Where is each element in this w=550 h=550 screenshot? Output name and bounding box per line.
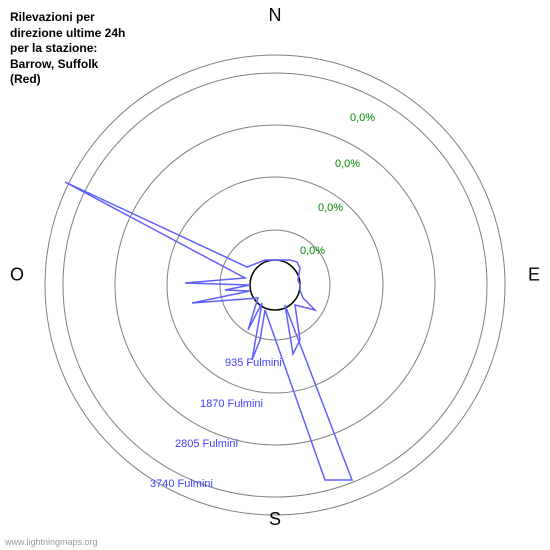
blue-ring-label: 2805 Fulmini (175, 438, 238, 450)
cardinal-o: O (10, 265, 24, 286)
green-ring-label: 0,0% (335, 158, 360, 170)
green-ring-label: 0,0% (318, 202, 343, 214)
cardinal-s: S (269, 509, 281, 530)
polar-chart: Rilevazioni per direzione ultime 24h per… (0, 0, 550, 550)
green-ring-label: 0,0% (300, 245, 325, 257)
chart-title: Rilevazioni per direzione ultime 24h per… (10, 10, 130, 88)
green-ring-label: 0,0% (350, 112, 375, 124)
blue-ring-label: 935 Fulmini (225, 357, 282, 369)
blue-ring-label: 1870 Fulmini (200, 398, 263, 410)
blue-ring-label: 3740 Fulmini (150, 478, 213, 490)
footer-text: www.lightningmaps.org (5, 537, 98, 547)
center-circle (250, 260, 300, 310)
cardinal-n: N (269, 5, 282, 26)
cardinal-e: E (528, 265, 540, 286)
rose-polygon (65, 182, 352, 480)
